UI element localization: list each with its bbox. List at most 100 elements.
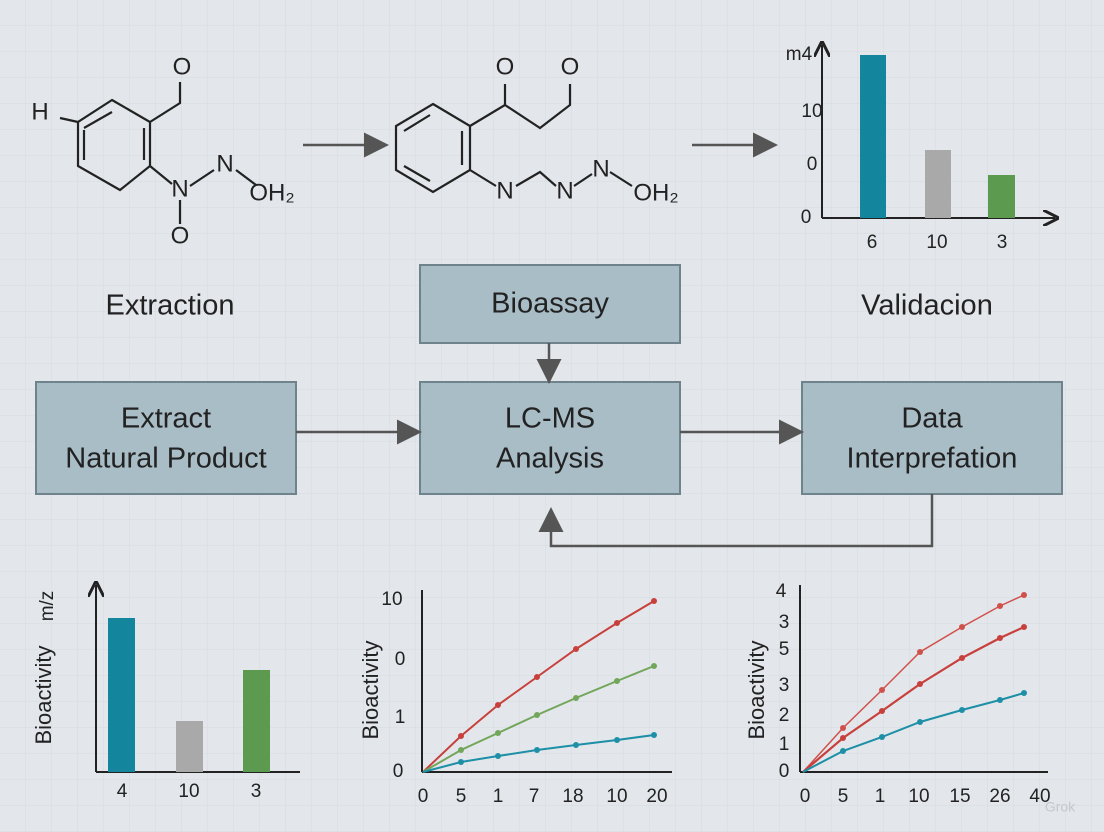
watermark: Grok	[1045, 799, 1076, 815]
atom: O	[173, 53, 192, 80]
box-label: Extract	[121, 403, 211, 435]
point	[651, 732, 657, 738]
atom: OH₂	[249, 179, 294, 206]
box	[801, 381, 1063, 495]
tick-label: 3	[779, 675, 790, 696]
axis-label: Bioactivity	[358, 640, 383, 739]
point	[840, 748, 846, 754]
atom: N	[592, 155, 609, 182]
arrow	[538, 494, 934, 548]
point	[573, 695, 579, 701]
point	[495, 753, 501, 759]
point	[997, 635, 1003, 641]
atom: O	[171, 222, 190, 249]
point	[840, 735, 846, 741]
box-label: Natural Product	[65, 443, 267, 475]
tick-label: 10	[606, 786, 627, 807]
tick-label: 0	[807, 154, 818, 175]
tick-label: 0	[779, 761, 790, 782]
atom: N	[171, 175, 188, 202]
tick-label: 0	[418, 786, 429, 807]
point	[458, 733, 464, 739]
point	[879, 687, 885, 693]
point	[917, 681, 923, 687]
tick-label: 3	[779, 612, 790, 633]
stage-label: Extraction	[106, 290, 235, 322]
tick-label: 0	[800, 786, 811, 807]
point	[651, 598, 657, 604]
tick-label: 1	[493, 786, 504, 807]
tick-label: 18	[562, 786, 583, 807]
point	[458, 747, 464, 753]
bar	[176, 721, 203, 772]
point	[534, 674, 540, 680]
point	[959, 655, 965, 661]
tick-label: 2	[779, 705, 790, 726]
bar	[925, 150, 951, 218]
box	[35, 381, 297, 495]
point	[917, 649, 923, 655]
point	[1021, 592, 1027, 598]
tick-label: 40	[1029, 786, 1050, 807]
bar	[988, 175, 1015, 218]
tick-label: 6	[867, 232, 878, 253]
atom: H	[31, 98, 48, 125]
point	[1021, 690, 1027, 696]
molecule: H O N N OH₂ O	[31, 53, 294, 249]
tick-label: 7	[529, 786, 540, 807]
tick-label: 5	[779, 639, 790, 660]
atom: O	[561, 53, 580, 80]
bar	[108, 618, 135, 772]
tick-label: 4	[776, 581, 787, 602]
point	[458, 759, 464, 765]
point	[534, 747, 540, 753]
tick-label: 20	[646, 786, 667, 807]
tick-label: 0	[393, 761, 404, 782]
tick-label: 5	[456, 786, 467, 807]
box-label: Data	[901, 403, 963, 435]
point	[614, 620, 620, 626]
tick-label: 1	[395, 707, 406, 728]
atom: OH₂	[633, 179, 678, 206]
box-label: Interprefation	[847, 443, 1018, 475]
point	[959, 707, 965, 713]
axis-label: Bioactivity	[744, 640, 769, 739]
point	[997, 603, 1003, 609]
tick-label: 10	[908, 786, 929, 807]
point	[997, 697, 1003, 703]
point	[917, 719, 923, 725]
top-chart: m4 10 0 0 6 10 3	[786, 44, 1055, 253]
box	[419, 264, 681, 344]
box-label: Bioassay	[491, 288, 609, 320]
tick-label: 3	[251, 781, 262, 802]
bar	[860, 55, 886, 218]
atom: N	[556, 177, 573, 204]
molecule: O O N N N OH₂	[394, 53, 679, 206]
point	[879, 734, 885, 740]
axis-unit: m/z	[37, 591, 58, 622]
point	[651, 663, 657, 669]
bottom-chart: m/z Bioactivity 4 10 3	[31, 585, 300, 802]
point	[614, 737, 620, 743]
box-label: Analysis	[496, 443, 604, 475]
stage-label: Validacion	[861, 290, 993, 322]
atom: N	[216, 150, 233, 177]
point	[959, 624, 965, 630]
tick-label: 15	[949, 786, 970, 807]
tick-label: 26	[989, 786, 1010, 807]
point	[573, 742, 579, 748]
tick-label: 10	[178, 781, 199, 802]
point	[840, 725, 846, 731]
point	[879, 708, 885, 714]
tick-label: 5	[838, 786, 849, 807]
atom: N	[496, 177, 513, 204]
tick-label: 4	[117, 781, 128, 802]
tick-label: 10	[926, 232, 947, 253]
tick-label: 10	[801, 101, 822, 122]
tick-label: 1	[875, 786, 886, 807]
bar	[243, 670, 270, 772]
